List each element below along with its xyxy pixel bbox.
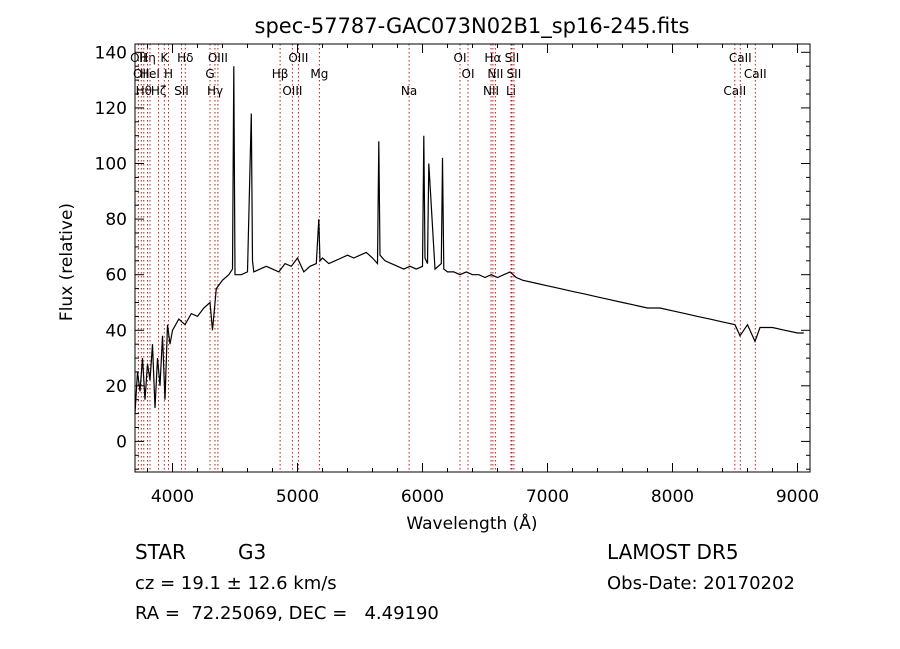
x-tick-label: 9000 — [776, 487, 819, 507]
y-axis-label: Flux (relative) — [57, 203, 77, 321]
y-axis-ticks: 0 20 40 60 80 100 120 140 — [95, 43, 810, 470]
y-tick-label: 100 — [95, 155, 127, 175]
line-marker-label: OI — [462, 67, 475, 81]
y-tick-label: 0 — [116, 432, 127, 452]
line-marker-label: SII — [174, 84, 189, 98]
line-marker-label: OIII — [282, 84, 302, 98]
x-tick-label: 5000 — [276, 487, 319, 507]
line-marker-label: CaII — [729, 51, 752, 65]
line-marker-label: OI — [454, 51, 467, 65]
y-tick-label: 20 — [105, 377, 127, 397]
observation-date: Obs-Date: 20170202 — [607, 573, 795, 594]
line-marker-label: OIII — [208, 51, 228, 65]
line-marker-label: G — [205, 67, 214, 81]
line-marker-label: Hη — [139, 51, 156, 65]
x-tick-label: 7000 — [526, 487, 569, 507]
redshift-cz: cz = 19.1 ± 12.6 km/s — [135, 573, 337, 594]
line-marker-label: Li — [506, 84, 516, 98]
y-tick-label: 80 — [105, 210, 127, 230]
line-marker-label: NII — [483, 84, 499, 98]
line-marker-label: Mg — [310, 67, 328, 81]
line-marker-label: Hγ — [207, 84, 223, 98]
line-marker-label: CaII — [744, 67, 767, 81]
line-marker-label: K — [160, 51, 169, 65]
y-tick-label: 120 — [95, 99, 127, 119]
y-tick-label: 40 — [105, 321, 127, 341]
line-marker-label: OII — [130, 51, 147, 65]
line-marker-label: NII — [487, 67, 503, 81]
object-subclass: G3 — [238, 540, 267, 564]
line-marker-label: OII — [133, 67, 150, 81]
coordinates: RA = 72.25069, DEC = 4.49190 — [135, 603, 439, 624]
line-marker-label: Hβ — [272, 67, 289, 81]
line-markers: OIIOIIHθHηHeIHζKHSIIHδGHγOIIIHβOIIIOIIIM… — [130, 44, 767, 472]
line-marker-label: Na — [401, 84, 417, 98]
line-marker-label: SII — [505, 51, 520, 65]
line-marker-label: HeI — [140, 67, 160, 81]
object-class: STAR — [135, 540, 186, 564]
x-axis-label: Wavelength (Å) — [406, 512, 537, 534]
chart-title: spec-57787-GAC073N02B1_sp16-245.fits — [255, 14, 690, 39]
line-marker-label: Hδ — [177, 51, 193, 65]
line-marker-label: Hζ — [151, 84, 167, 98]
line-marker-label: CaII — [723, 84, 746, 98]
survey-name: LAMOST DR5 — [607, 540, 739, 564]
x-axis-ticks: 4000 5000 6000 7000 8000 9000 — [147, 44, 819, 507]
plot-frame — [134, 43, 811, 473]
line-marker-label: H — [164, 67, 173, 81]
line-marker-label: Hα — [484, 51, 501, 65]
x-tick-label: 8000 — [651, 487, 694, 507]
y-tick-label: 140 — [95, 43, 127, 63]
spectrum-series — [134, 66, 804, 414]
x-tick-label: 6000 — [401, 487, 444, 507]
line-marker-label: OIII — [288, 51, 308, 65]
spectrum-line — [134, 66, 804, 414]
line-marker-label: Hθ — [136, 84, 152, 98]
line-marker-label: SII — [507, 67, 522, 81]
y-tick-label: 60 — [105, 266, 127, 286]
x-tick-label: 4000 — [151, 487, 194, 507]
